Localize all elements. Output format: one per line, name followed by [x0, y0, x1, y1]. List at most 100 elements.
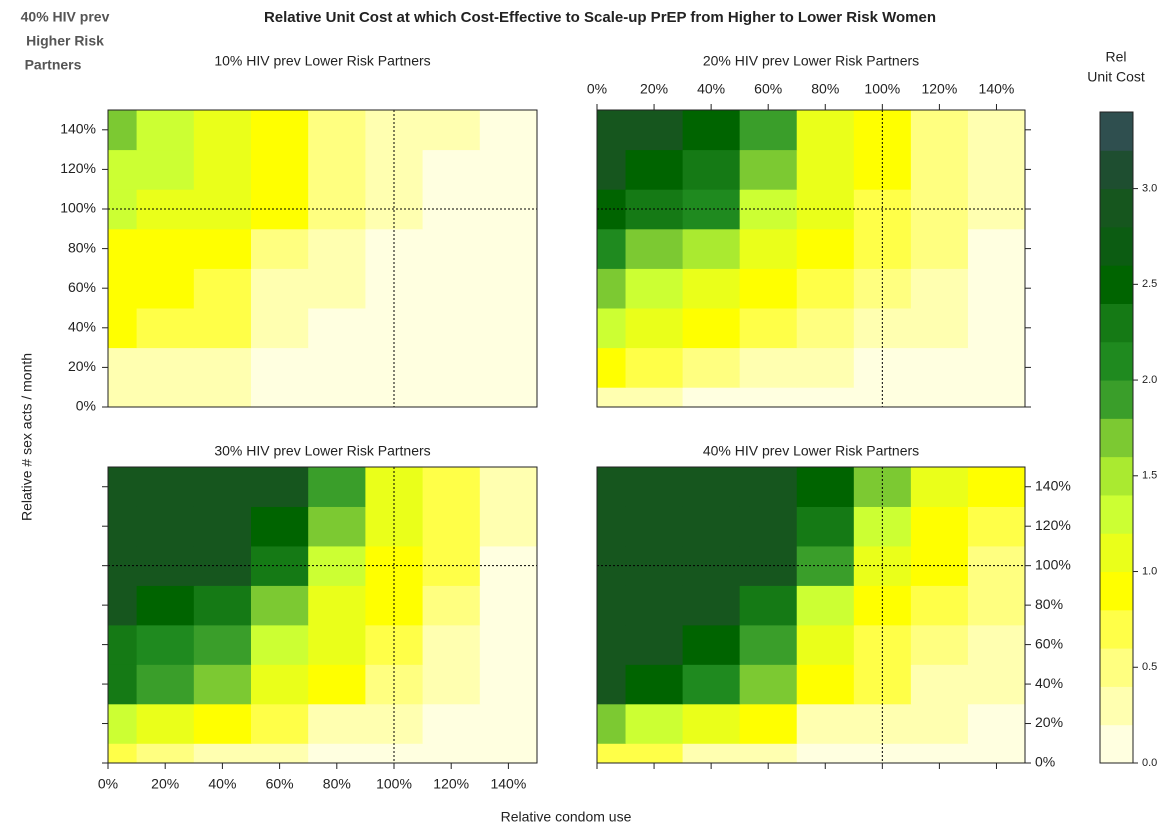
y-tick-label: 100% — [60, 200, 96, 216]
heat-cell — [597, 149, 627, 190]
colorbar-swatch — [1100, 609, 1133, 649]
heat-cell — [796, 624, 855, 665]
heat-cell — [108, 703, 138, 744]
heat-cell — [479, 228, 538, 269]
y-tick-label: 40% — [1035, 675, 1063, 691]
heat-cell — [910, 149, 969, 190]
heat-cell — [422, 268, 481, 309]
x-tick-label: 20% — [151, 776, 179, 792]
heat-cell — [967, 387, 1026, 408]
colorbar-swatch — [1100, 380, 1133, 419]
heat-cell — [136, 387, 195, 408]
heat-cell — [967, 189, 1026, 230]
heat-cell — [967, 467, 1026, 507]
x-tick-label: 0% — [98, 776, 118, 792]
heat-cell — [739, 545, 798, 586]
heat-cell — [108, 387, 138, 408]
heat-cell — [625, 268, 684, 309]
heat-cell — [682, 387, 741, 408]
heat-cell — [739, 585, 798, 626]
heat-cell — [967, 110, 1026, 151]
heat-cell — [796, 268, 855, 309]
colorbar-tick-label: 1.0 — [1142, 565, 1157, 577]
heat-cell — [967, 308, 1026, 349]
heat-cell — [910, 110, 969, 151]
heat-cell — [739, 308, 798, 349]
x-tick-label: 100% — [376, 776, 412, 792]
heat-cell — [625, 703, 684, 744]
heat-cell — [597, 347, 627, 388]
heat-cell — [251, 743, 309, 764]
heat-cell — [108, 506, 138, 547]
heat-cell — [136, 467, 195, 507]
heat-cell — [308, 624, 366, 665]
heat-cell — [108, 624, 138, 665]
heat-cell — [251, 467, 309, 507]
heat-cell — [682, 585, 741, 626]
heat-cell — [625, 347, 684, 388]
corner-label: Partners — [25, 57, 82, 73]
heat-cell — [308, 387, 366, 408]
heat-cell — [308, 585, 366, 626]
heat-cell — [625, 624, 684, 665]
heat-cell — [308, 228, 366, 269]
panel-frame — [596, 466, 1026, 764]
colorbar-tick-label: 2.5 — [1142, 278, 1157, 290]
x-tick-label: 140% — [979, 81, 1015, 97]
heat-cell — [479, 506, 538, 547]
colorbar-swatch — [1100, 265, 1133, 304]
heat-cell — [136, 743, 195, 764]
heat-cell — [739, 387, 798, 408]
heat-cell — [108, 268, 138, 309]
heat-cell — [625, 308, 684, 349]
heat-cell — [479, 149, 538, 190]
colorbar-swatch — [1100, 341, 1133, 381]
heat-cell — [967, 149, 1026, 190]
heat-cell — [193, 664, 252, 705]
heat-cell — [625, 149, 684, 190]
y-tick-label: 20% — [68, 358, 96, 374]
heat-cell — [108, 664, 138, 705]
heat-cell — [597, 703, 627, 744]
colorbar-tick-label: 3.0 — [1142, 182, 1157, 194]
heat-cell — [108, 149, 138, 190]
heat-cell — [796, 308, 855, 349]
x-axis-label: Relative condom use — [501, 809, 632, 825]
x-tick-label: 120% — [433, 776, 469, 792]
heat-cell — [479, 664, 538, 705]
colorbar-swatch — [1100, 494, 1133, 534]
heat-cell — [967, 703, 1026, 744]
x-tick-label: 20% — [640, 81, 668, 97]
heat-cell — [193, 347, 252, 388]
colorbar-swatch — [1100, 533, 1133, 573]
y-tick-label: 60% — [1035, 635, 1063, 651]
y-tick-label: 60% — [68, 279, 96, 295]
heat-cell — [479, 467, 538, 507]
heat-cell — [479, 585, 538, 626]
panel-title: 20% HIV prev Lower Risk Partners — [703, 53, 919, 69]
chart-title: Relative Unit Cost at which Cost-Effecti… — [264, 9, 936, 26]
heat-cell — [193, 268, 252, 309]
heat-cell — [967, 347, 1026, 388]
heat-cell — [422, 506, 481, 547]
heat-cell — [597, 664, 627, 705]
heat-cell — [308, 347, 366, 388]
heat-cell — [193, 149, 252, 190]
heat-cell — [193, 506, 252, 547]
colorbar-title: Rel — [1105, 49, 1126, 65]
y-tick-label: 80% — [68, 239, 96, 255]
panel-title: 10% HIV prev Lower Risk Partners — [214, 53, 430, 69]
heat-cell — [910, 703, 969, 744]
heat-cell — [625, 743, 684, 764]
heat-cell — [193, 585, 252, 626]
heat-cell — [796, 387, 855, 408]
heat-cell — [108, 308, 138, 349]
heat-cell — [625, 467, 684, 507]
heat-cell — [422, 110, 481, 151]
heat-cell — [136, 585, 195, 626]
heat-cell — [597, 743, 627, 764]
heat-cell — [193, 308, 252, 349]
heat-cell — [136, 664, 195, 705]
heat-cell — [796, 506, 855, 547]
